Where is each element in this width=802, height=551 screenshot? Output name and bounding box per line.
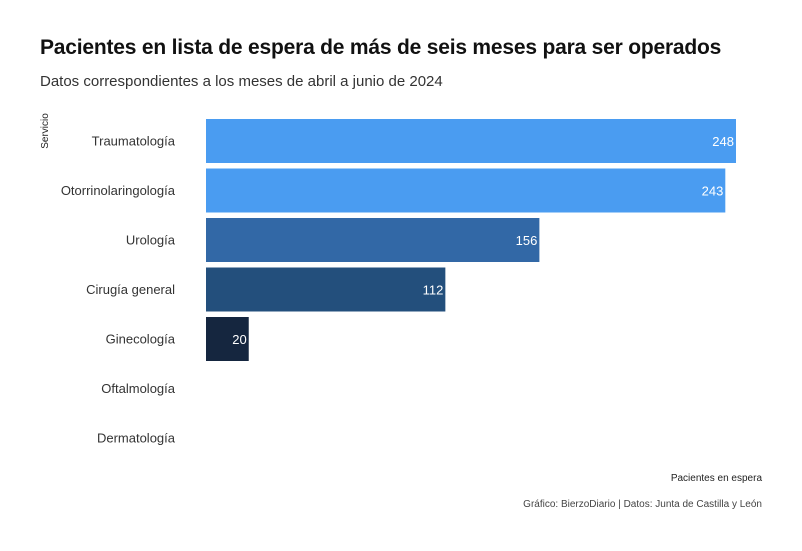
chart-subtitle: Datos correspondientes a los meses de ab… [40,73,443,90]
bar [206,218,540,262]
category-label: Otorrinolaringología [61,183,176,198]
bar-value-label: 20 [232,332,246,347]
bar [206,168,726,213]
category-label: Cirugía general [86,282,175,297]
y-axis-label: Servicio [40,113,51,149]
category-label: Oftalmología [101,381,175,396]
bar-value-label: 248 [712,134,734,149]
bar-value-label: 112 [423,283,444,298]
x-axis-label: Pacientes en espera [670,473,762,484]
category-label: Ginecología [106,332,176,347]
bar [206,267,446,312]
chart-title: Pacientes en lista de espera de más de s… [40,36,722,59]
bar-value-label: 243 [702,184,724,199]
category-label: Traumatología [92,134,176,149]
category-label: Dermatología [97,431,176,446]
category-label: Urología [126,233,176,248]
bar [206,317,249,361]
bar [206,119,736,163]
source-caption: Gráfico: BierzoDiario | Datos: Junta de … [523,499,762,510]
bar-value-label: 156 [516,233,538,248]
